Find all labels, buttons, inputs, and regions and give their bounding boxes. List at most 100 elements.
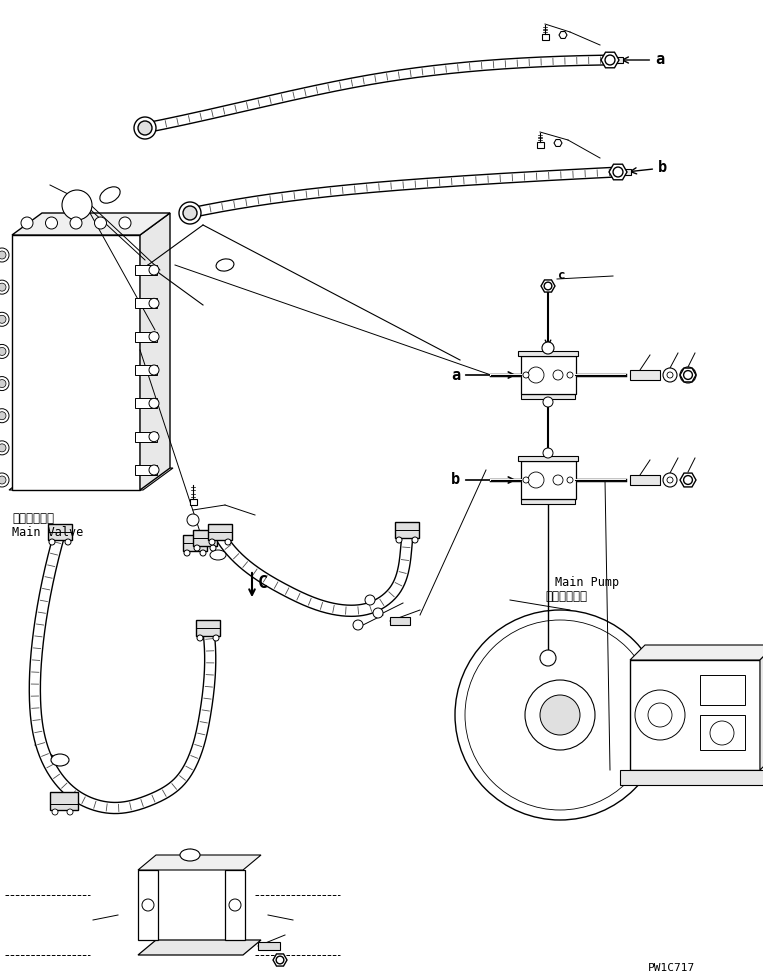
Bar <box>196 620 220 636</box>
Text: b: b <box>451 472 514 488</box>
Ellipse shape <box>100 187 120 203</box>
Circle shape <box>149 265 159 275</box>
Circle shape <box>62 190 92 220</box>
Ellipse shape <box>180 849 200 861</box>
Polygon shape <box>12 213 170 235</box>
Circle shape <box>373 608 383 618</box>
Circle shape <box>49 539 55 545</box>
Polygon shape <box>12 235 140 490</box>
Circle shape <box>0 444 6 452</box>
Circle shape <box>0 412 6 420</box>
Circle shape <box>276 956 284 964</box>
Circle shape <box>138 121 152 135</box>
Circle shape <box>142 899 154 911</box>
Circle shape <box>710 721 734 745</box>
Bar <box>700 715 745 750</box>
Circle shape <box>70 217 82 229</box>
Circle shape <box>544 282 552 290</box>
Circle shape <box>0 248 9 262</box>
Circle shape <box>684 475 692 484</box>
Polygon shape <box>601 52 619 68</box>
Circle shape <box>149 399 159 408</box>
Circle shape <box>635 690 685 740</box>
Circle shape <box>567 372 573 378</box>
Bar <box>50 792 78 810</box>
Bar <box>700 675 745 705</box>
Circle shape <box>396 537 402 543</box>
Circle shape <box>525 680 595 750</box>
Bar <box>616 169 631 175</box>
Circle shape <box>187 514 199 526</box>
Circle shape <box>605 55 615 65</box>
Circle shape <box>200 550 206 556</box>
Bar <box>542 34 549 40</box>
Circle shape <box>0 376 9 391</box>
Text: メインバルブ: メインバルブ <box>12 512 54 525</box>
Bar <box>630 660 760 770</box>
Circle shape <box>95 217 107 229</box>
Circle shape <box>455 610 665 820</box>
Bar <box>135 331 157 342</box>
Circle shape <box>648 703 672 727</box>
Circle shape <box>528 472 544 488</box>
Bar <box>521 461 576 499</box>
Circle shape <box>0 315 6 324</box>
Circle shape <box>353 620 363 630</box>
Circle shape <box>184 550 190 556</box>
Circle shape <box>194 545 200 551</box>
Ellipse shape <box>216 259 234 271</box>
Bar <box>395 522 419 538</box>
Circle shape <box>210 545 216 551</box>
Polygon shape <box>609 164 627 180</box>
Circle shape <box>0 408 9 423</box>
Polygon shape <box>518 351 578 356</box>
Bar <box>135 265 157 275</box>
Polygon shape <box>554 140 562 147</box>
Bar <box>193 530 217 546</box>
Circle shape <box>0 312 9 327</box>
Circle shape <box>663 368 677 382</box>
Circle shape <box>412 537 418 543</box>
Circle shape <box>149 365 159 375</box>
Circle shape <box>543 397 553 407</box>
Circle shape <box>543 448 553 458</box>
Text: Main Valve: Main Valve <box>12 526 83 539</box>
Circle shape <box>680 367 696 383</box>
Bar <box>135 399 157 408</box>
Circle shape <box>134 117 156 139</box>
Polygon shape <box>760 645 763 770</box>
Bar <box>630 370 660 380</box>
Text: c: c <box>558 269 565 282</box>
Circle shape <box>684 370 692 379</box>
Circle shape <box>52 809 58 815</box>
Circle shape <box>209 539 215 545</box>
Polygon shape <box>680 368 696 382</box>
Bar <box>630 475 660 485</box>
Circle shape <box>21 217 33 229</box>
Bar <box>537 142 544 148</box>
Circle shape <box>0 347 6 356</box>
Bar <box>138 870 158 940</box>
Circle shape <box>667 477 673 483</box>
Circle shape <box>0 380 6 388</box>
Polygon shape <box>541 280 555 292</box>
Circle shape <box>179 202 201 224</box>
Polygon shape <box>273 954 287 966</box>
Circle shape <box>0 251 6 259</box>
Circle shape <box>46 217 57 229</box>
Bar <box>225 870 245 940</box>
Circle shape <box>67 809 73 815</box>
Ellipse shape <box>210 550 226 560</box>
Circle shape <box>183 206 197 220</box>
Bar <box>135 432 157 441</box>
Circle shape <box>553 370 563 380</box>
Circle shape <box>213 635 219 641</box>
Circle shape <box>149 432 159 441</box>
Bar <box>190 499 197 505</box>
Circle shape <box>65 539 71 545</box>
Circle shape <box>613 167 623 177</box>
Text: Main Pump: Main Pump <box>555 576 619 589</box>
Polygon shape <box>138 940 261 955</box>
Text: b: b <box>630 160 667 176</box>
Polygon shape <box>138 855 261 870</box>
